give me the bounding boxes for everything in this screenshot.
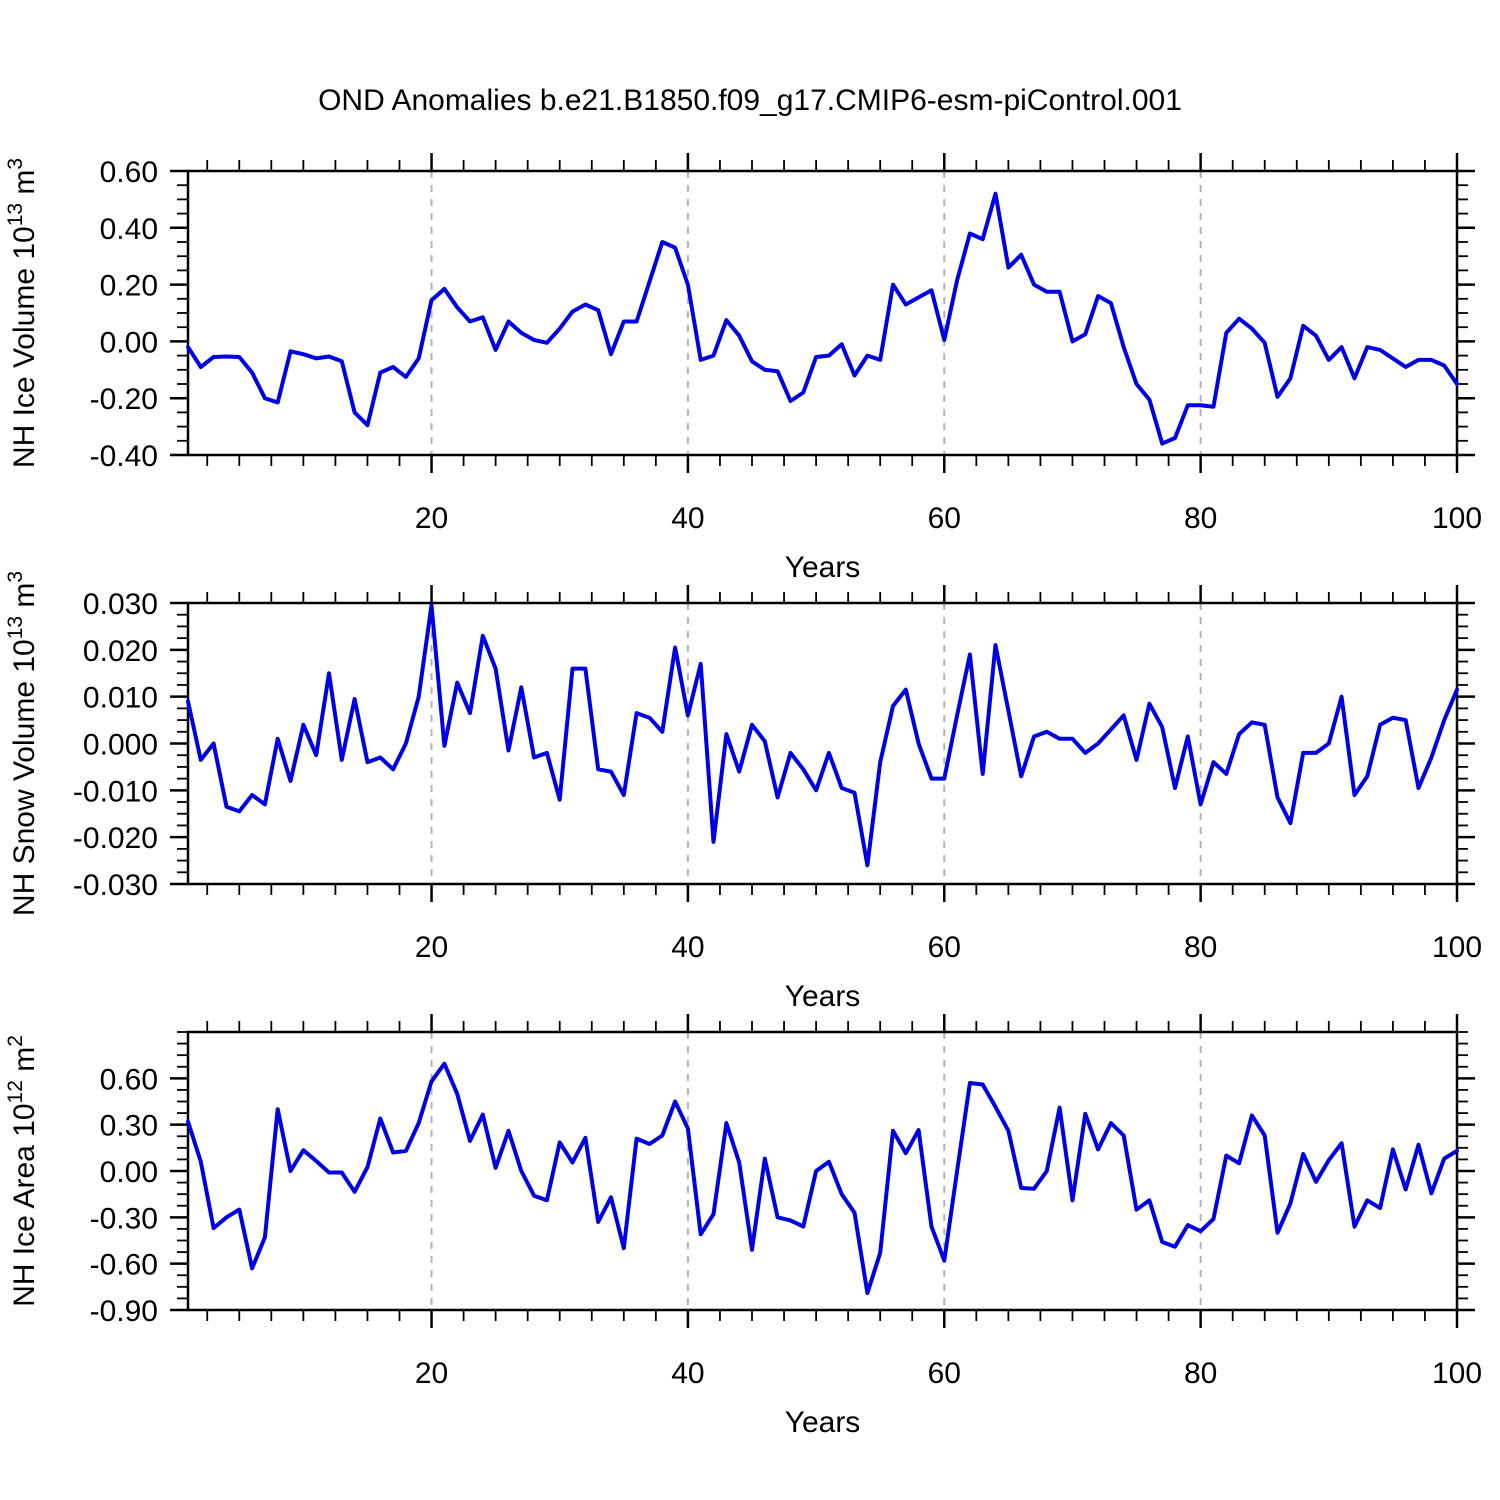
x-tick-label: 40 [671, 1357, 704, 1390]
x-tick-label: 80 [1184, 931, 1217, 964]
y-tick-label: 0.60 [100, 1063, 158, 1096]
x-axis-title: Years [785, 1406, 861, 1439]
nh-ice-volume-series-line [186, 191, 1459, 446]
y-tick-label: 0.030 [83, 588, 158, 621]
nh-snow-volume-panel: 20 40 60 80 100 0.030 0.020 0.010 0.000 -0.010 -0.… [4, 571, 1482, 1013]
plot-frame [186, 169, 1459, 457]
x-axis-title: Years [785, 980, 861, 1013]
x-tick-label: 40 [671, 502, 704, 535]
ticks [170, 153, 1475, 473]
x-tick-label: 100 [1432, 931, 1482, 964]
y-tick-label: 0.00 [100, 326, 158, 359]
chart-title: OND Anomalies b.e21.B1850.f09_g17.CMIP6-… [318, 84, 1182, 117]
x-tick-label: 80 [1184, 1357, 1217, 1390]
x-tick-label: 100 [1432, 1357, 1482, 1390]
y-tick-label: 0.30 [100, 1110, 158, 1143]
nh-ice-volume-panel: 20 40 60 80 100 0.60 0.40 0.20 0.00 -0.20 -0.40 Yea… [4, 153, 1482, 584]
x-tick-label: 60 [928, 502, 961, 535]
x-tick-label: 20 [415, 502, 448, 535]
y-tick-label: -0.60 [90, 1249, 158, 1282]
y-tick-label: -0.40 [90, 440, 158, 473]
y-axis-title: NH Snow Volume 1013 m3 [4, 571, 41, 916]
y-tick-label: 0.000 [83, 729, 158, 762]
y-tick-label: 0.60 [100, 156, 158, 189]
x-tick-label: 20 [415, 931, 448, 964]
gridlines [430, 171, 1202, 455]
x-tick-label: 60 [928, 931, 961, 964]
x-tick-label: 80 [1184, 502, 1217, 535]
y-tick-label: 0.010 [83, 682, 158, 715]
x-tick-label: 40 [671, 931, 704, 964]
x-tick-label: 100 [1432, 502, 1482, 535]
y-axis-title: NH Ice Volume 1013 m3 [4, 158, 41, 468]
y-tick-label: 0.020 [83, 635, 158, 668]
gridlines [430, 603, 1202, 884]
y-tick-label: -0.90 [90, 1295, 158, 1328]
y-axis-title: NH Ice Area 1012 m2 [4, 1035, 41, 1307]
y-tick-label: 0.20 [100, 270, 158, 303]
x-axis-title: Years [785, 551, 861, 584]
ticks [170, 1014, 1475, 1328]
x-tick-label: 60 [928, 1357, 961, 1390]
x-tick-label: 20 [415, 1357, 448, 1390]
nh-ice-area-series-line [186, 1061, 1459, 1295]
y-tick-label: -0.20 [90, 383, 158, 416]
nh-snow-volume-series-line [186, 603, 1459, 868]
y-tick-label: 0.40 [100, 213, 158, 246]
ticks [170, 585, 1475, 902]
y-tick-label: -0.010 [73, 775, 158, 808]
y-tick-label: 0.00 [100, 1156, 158, 1189]
nh-ice-area-panel: 20 40 60 80 100 0.60 0.30 0.00 -0.30 -0.60 -0.90 Ye… [4, 1014, 1482, 1439]
y-tick-label: -0.020 [73, 822, 158, 855]
y-tick-label: -0.30 [90, 1202, 158, 1235]
y-tick-label: -0.030 [73, 869, 158, 902]
plot-frame [186, 1030, 1459, 1312]
